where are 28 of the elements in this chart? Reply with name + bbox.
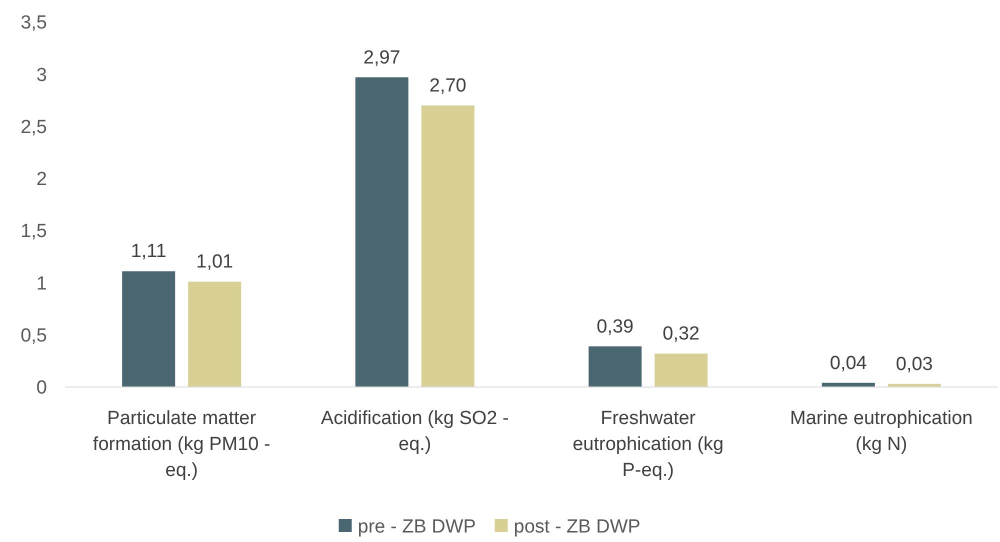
data-label: 0,32 (662, 324, 700, 345)
x-tick-label: Marine eutrophication (kg N) (790, 408, 973, 455)
bar (122, 271, 176, 387)
y-tick-label: 2,5 (20, 116, 47, 138)
bar (421, 105, 474, 387)
bar (588, 346, 642, 387)
bar (188, 282, 242, 387)
data-label: 2,97 (363, 47, 400, 68)
data-label: 1,01 (196, 252, 234, 273)
data-label: 0,39 (596, 316, 634, 338)
x-tick-label: Particulate matter formation (kg PM10 - eq.) (92, 408, 270, 481)
y-tick-label: 3,5 (20, 12, 47, 34)
bar (654, 354, 708, 387)
bar (355, 77, 408, 387)
y-tick-label: 2 (36, 169, 47, 190)
legend-label: pre - ZB DWP (358, 516, 476, 538)
y-tick-label: 1,5 (20, 221, 47, 242)
y-tick-label: 3 (36, 64, 47, 86)
x-tick-label: Freshwater eutrophication (kg P-eq.) (572, 408, 724, 481)
data-label: 1,11 (130, 241, 166, 262)
data-label: 0,03 (896, 354, 933, 375)
y-tick-label: 1 (36, 273, 47, 294)
data-label: 2,70 (429, 75, 466, 96)
x-tick-label: Acidification (kg SO2 - eq.) (320, 408, 509, 455)
legend-label: post - ZB DWP (514, 516, 640, 538)
y-tick-label: 0 (36, 378, 47, 399)
y-tick-label: 0,5 (20, 326, 47, 347)
data-label: 0,04 (830, 352, 868, 374)
